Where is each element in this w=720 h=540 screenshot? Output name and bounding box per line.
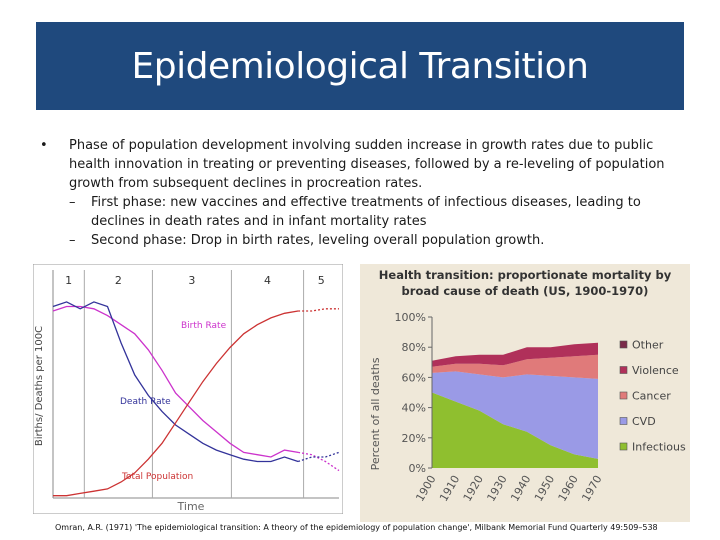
y-tick-label: 0% xyxy=(409,462,426,475)
series-line xyxy=(52,305,299,458)
series-line-projection xyxy=(297,451,340,472)
demographic-transition-chart: 1 2 3 4 5 Births/ Deaths per 100C Time Birth… xyxy=(33,264,343,514)
death-rate-label: Death Rate xyxy=(120,397,171,407)
legend-swatch xyxy=(619,340,628,349)
legend: Other Violence Cancer CVD Infectious xyxy=(619,339,686,454)
y-tick-label: 60% xyxy=(402,371,426,384)
legend-label: Infectious xyxy=(632,441,686,454)
legend-swatch xyxy=(619,442,628,451)
main-bullet-text: Phase of population development involvin… xyxy=(69,138,665,191)
left-series-group xyxy=(52,301,340,497)
stage-label: 1 xyxy=(65,274,72,287)
y-tick-label: 40% xyxy=(402,402,426,415)
area-infectious xyxy=(432,392,598,468)
sub-bullet-2-text: Second phase: Drop in birth rates, level… xyxy=(91,233,545,248)
y-axis-label: Births/ Deaths per 100C xyxy=(34,326,45,446)
stage-label: 2 xyxy=(115,274,122,287)
series-line xyxy=(52,301,299,463)
stage-label: 4 xyxy=(264,274,271,287)
y-tick-label: 20% xyxy=(402,432,426,445)
title-bar: Epidemiological Transition xyxy=(36,22,684,110)
sub-bullet-2: – Second phase: Drop in birth rates, lev… xyxy=(40,231,670,250)
x-axis-label: Time xyxy=(177,500,205,513)
mortality-y-axis-label: Percent of all deaths xyxy=(369,357,382,470)
bullet-list: • Phase of population development involv… xyxy=(40,136,670,250)
total-population-label: Total Population xyxy=(121,472,193,482)
y-tick-label: 100% xyxy=(395,311,426,324)
series-line xyxy=(53,310,299,497)
stage-label: 3 xyxy=(188,274,195,287)
legend-swatch xyxy=(619,366,628,374)
sub-bullet-1-text: First phase: new vaccines and effective … xyxy=(91,195,641,229)
citation: Omran, A.R. (1971) 'The epidemiological … xyxy=(55,523,658,532)
bullet-dot-icon: • xyxy=(40,138,48,153)
dash-icon: – xyxy=(69,195,76,210)
stage-label: 5 xyxy=(318,274,325,287)
birth-rate-label: Birth Rate xyxy=(181,321,227,331)
legend-label: Other xyxy=(632,339,664,352)
area-violence xyxy=(432,342,598,367)
y-ticks: 0% 20% 40% 60% 80% 100% xyxy=(395,311,433,475)
chart-title-line-1: Health transition: proportionate mortali… xyxy=(379,268,672,282)
legend-label: Cancer xyxy=(632,390,671,403)
legend-swatch xyxy=(619,391,628,400)
area-cancer xyxy=(432,354,598,379)
chart-title-line-2: broad cause of death (US, 1900-1970) xyxy=(402,284,649,298)
y-tick-label: 80% xyxy=(402,341,426,354)
area-series-group xyxy=(432,342,598,468)
slide-title: Epidemiological Transition xyxy=(131,45,589,87)
legend-swatch xyxy=(619,417,628,425)
legend-label: CVD xyxy=(632,415,656,428)
legend-label: Violence xyxy=(632,364,679,377)
mortality-chart: Health transition: proportionate mortali… xyxy=(360,264,690,522)
sub-bullet-1: – First phase: new vaccines and effectiv… xyxy=(40,193,670,231)
series-line-projection xyxy=(297,451,340,463)
dash-icon: – xyxy=(69,233,76,248)
main-bullet: • Phase of population development involv… xyxy=(40,136,670,193)
series-line-projection xyxy=(298,308,339,312)
area-cvd xyxy=(432,371,598,459)
